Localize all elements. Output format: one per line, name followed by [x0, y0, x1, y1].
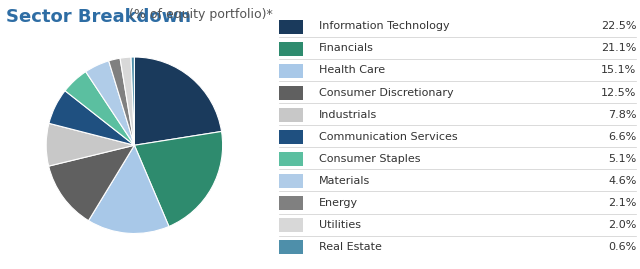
Text: 2.1%: 2.1%	[608, 198, 636, 208]
Text: Industrials: Industrials	[319, 109, 377, 120]
Text: Consumer Staples: Consumer Staples	[319, 154, 420, 164]
FancyBboxPatch shape	[279, 64, 303, 78]
Text: (% of equity portfolio)*: (% of equity portfolio)*	[125, 8, 273, 21]
Wedge shape	[120, 57, 134, 145]
Text: Energy: Energy	[319, 198, 358, 208]
Text: Consumer Discretionary: Consumer Discretionary	[319, 87, 454, 98]
Wedge shape	[86, 61, 134, 145]
Wedge shape	[109, 58, 134, 145]
Text: Sector Breakdown: Sector Breakdown	[6, 8, 191, 26]
Wedge shape	[134, 132, 223, 226]
Text: Health Care: Health Care	[319, 65, 385, 76]
Text: 6.6%: 6.6%	[608, 132, 636, 142]
Text: 12.5%: 12.5%	[601, 87, 636, 98]
FancyBboxPatch shape	[279, 86, 303, 100]
Text: 22.5%: 22.5%	[601, 21, 636, 31]
FancyBboxPatch shape	[279, 196, 303, 210]
Text: 0.6%: 0.6%	[608, 242, 636, 252]
FancyBboxPatch shape	[279, 218, 303, 232]
Wedge shape	[131, 57, 134, 145]
Text: 7.8%: 7.8%	[608, 109, 636, 120]
Text: 4.6%: 4.6%	[608, 176, 636, 186]
Wedge shape	[46, 123, 134, 166]
Text: Financials: Financials	[319, 43, 374, 54]
Text: 5.1%: 5.1%	[608, 154, 636, 164]
Text: 21.1%: 21.1%	[601, 43, 636, 54]
FancyBboxPatch shape	[279, 42, 303, 56]
Text: 15.1%: 15.1%	[601, 65, 636, 76]
FancyBboxPatch shape	[279, 108, 303, 122]
FancyBboxPatch shape	[279, 130, 303, 144]
Text: Utilities: Utilities	[319, 220, 361, 230]
Wedge shape	[65, 72, 134, 145]
FancyBboxPatch shape	[279, 174, 303, 188]
FancyBboxPatch shape	[279, 240, 303, 254]
Wedge shape	[134, 57, 221, 145]
Wedge shape	[49, 145, 134, 221]
FancyBboxPatch shape	[279, 20, 303, 34]
Text: Information Technology: Information Technology	[319, 21, 450, 31]
Text: 2.0%: 2.0%	[608, 220, 636, 230]
Text: Real Estate: Real Estate	[319, 242, 382, 252]
Text: Materials: Materials	[319, 176, 370, 186]
Wedge shape	[49, 91, 134, 145]
Text: Communication Services: Communication Services	[319, 132, 458, 142]
Wedge shape	[88, 145, 169, 233]
FancyBboxPatch shape	[279, 152, 303, 166]
